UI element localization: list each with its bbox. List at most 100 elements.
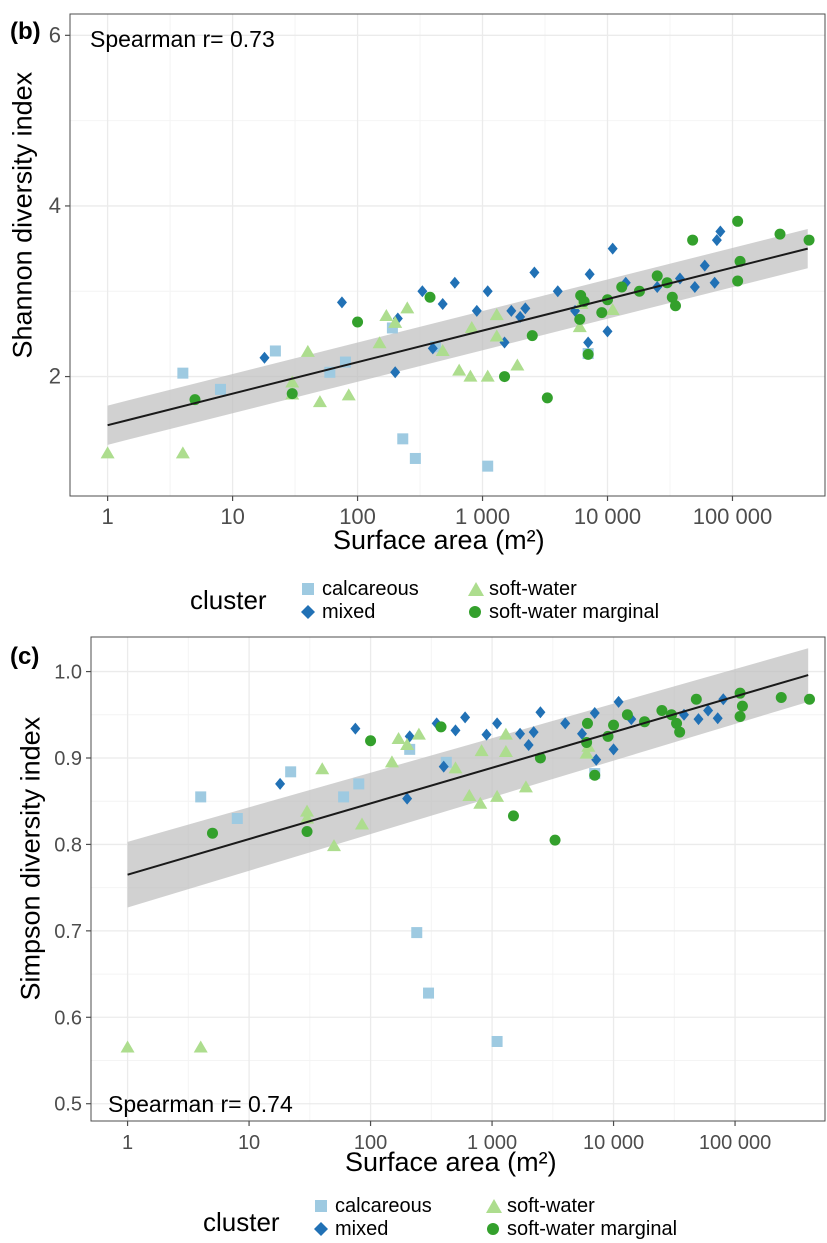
- data-point-soft-water-marginal: [666, 291, 678, 303]
- y-tick-label: 0.7: [54, 921, 82, 943]
- data-point-mixed: [535, 706, 546, 719]
- data-point-mixed: [699, 259, 710, 272]
- data-point-soft-water: [480, 369, 495, 382]
- data-point-mixed: [626, 713, 637, 726]
- legend-diamond-icon: [301, 605, 315, 619]
- data-point-mixed: [275, 777, 286, 790]
- data-point-soft-water: [326, 839, 341, 852]
- data-point-calcareous: [285, 766, 297, 778]
- data-point-calcareous: [482, 460, 494, 472]
- data-point-soft-water: [490, 789, 505, 802]
- data-point-calcareous: [491, 1035, 503, 1047]
- data-point-soft-water-marginal: [286, 388, 298, 400]
- legend-label: soft-water: [507, 1195, 595, 1217]
- data-point-calcareous: [409, 452, 421, 464]
- x-tick-label: 10 000: [583, 1132, 644, 1154]
- legend-label: calcareous: [322, 578, 419, 600]
- data-point-soft-water: [474, 744, 489, 757]
- data-point-soft-water: [372, 336, 387, 349]
- y-tick-label: 0.6: [54, 1007, 82, 1029]
- data-point-soft-water: [463, 369, 478, 382]
- data-point-soft-water-marginal: [732, 215, 744, 227]
- y-axis-label: Shannon diversity index: [7, 71, 38, 359]
- data-point-soft-water-marginal: [424, 291, 436, 303]
- data-point-calcareous: [177, 367, 189, 379]
- x-tick-label: 100: [354, 1132, 387, 1154]
- simpson-scatter-plot: 1 10 100 1 000 10 000 100 000 0.5 0.6 0.7 0.8 0.9 1…: [54, 636, 826, 1154]
- data-point-mixed: [506, 304, 517, 317]
- data-point-calcareous: [269, 345, 281, 357]
- data-point-mixed: [608, 743, 619, 756]
- data-point-mixed: [482, 285, 493, 298]
- y-tick-label: 1.0: [54, 662, 82, 684]
- legend-circle-icon: [469, 606, 481, 618]
- data-point-mixed: [528, 726, 539, 739]
- y-tick-label: 0.8: [54, 834, 82, 856]
- data-point-mixed: [427, 342, 438, 355]
- legend-label: soft-water marginal: [489, 601, 660, 623]
- x-tick-label: 100 000: [699, 1132, 771, 1154]
- data-point-soft-water-marginal: [616, 281, 628, 293]
- x-tick-label: 10 000: [574, 504, 641, 529]
- data-point-soft-water: [489, 308, 504, 321]
- data-point-calcareous: [353, 778, 365, 790]
- data-point-soft-water-marginal: [574, 313, 586, 325]
- data-point-mixed: [402, 792, 413, 805]
- x-axis-label: Surface area (m²): [333, 525, 545, 555]
- data-point-soft-water: [411, 727, 426, 740]
- y-tick-label: 4: [49, 193, 61, 218]
- trend-line: [127, 674, 809, 876]
- y-axis-label: Simpson diversity index: [15, 716, 46, 1001]
- legend-label: mixed: [335, 1218, 389, 1240]
- legend-title: cluster: [203, 1207, 280, 1237]
- y-tick-label: 0.9: [54, 748, 82, 770]
- trend-line: [107, 247, 808, 427]
- data-point-soft-water: [175, 446, 190, 459]
- data-point-calcareous: [440, 756, 452, 768]
- data-point-soft-water: [518, 780, 533, 793]
- data-point-mixed: [417, 285, 428, 298]
- data-point-mixed: [583, 336, 594, 349]
- data-point-calcareous: [411, 927, 423, 939]
- data-point-soft-water-marginal: [541, 392, 553, 404]
- data-point-mixed: [711, 234, 722, 247]
- data-point-soft-water-marginal: [669, 300, 681, 312]
- data-point-mixed: [709, 276, 720, 289]
- data-point-mixed: [529, 266, 540, 279]
- data-point-soft-water-marginal: [581, 717, 593, 729]
- data-point-soft-water: [300, 804, 315, 817]
- data-point-mixed: [712, 712, 723, 725]
- data-point-mixed: [602, 325, 613, 338]
- data-point-soft-water-marginal: [734, 711, 746, 723]
- data-point-mixed: [450, 724, 461, 737]
- data-point-soft-water-marginal: [608, 719, 620, 731]
- data-point-mixed: [520, 302, 531, 315]
- data-point-soft-water: [341, 388, 356, 401]
- data-point-soft-water-marginal: [582, 348, 594, 360]
- data-point-soft-water: [435, 343, 450, 356]
- data-point-mixed: [471, 304, 482, 317]
- data-point-mixed: [678, 708, 689, 721]
- data-point-mixed: [715, 225, 726, 238]
- panel-label: (b): [10, 18, 41, 45]
- data-point-soft-water-marginal: [690, 693, 702, 705]
- spearman-annotation: Spearman r= 0.74: [108, 1091, 293, 1117]
- data-point-soft-water: [100, 446, 115, 459]
- legend-square-icon: [302, 583, 314, 595]
- data-point-soft-water: [312, 395, 327, 408]
- data-point-mixed: [438, 760, 449, 773]
- data-point-soft-water-marginal: [774, 228, 786, 240]
- data-point-soft-water-marginal: [732, 275, 744, 287]
- data-point-mixed: [390, 366, 401, 379]
- x-tick-label: 1 000: [455, 504, 510, 529]
- data-point-mixed: [350, 722, 361, 735]
- legend-label: calcareous: [335, 1195, 432, 1217]
- data-point-mixed: [613, 695, 624, 708]
- data-point-mixed: [515, 727, 526, 740]
- legend-diamond-icon: [314, 1222, 328, 1236]
- data-point-mixed: [481, 728, 492, 741]
- spearman-annotation: Spearman r= 0.73: [90, 26, 275, 52]
- data-point-calcareous: [195, 791, 207, 803]
- data-point-soft-water: [354, 817, 369, 830]
- x-axis-label: Surface area (m²): [345, 1147, 557, 1177]
